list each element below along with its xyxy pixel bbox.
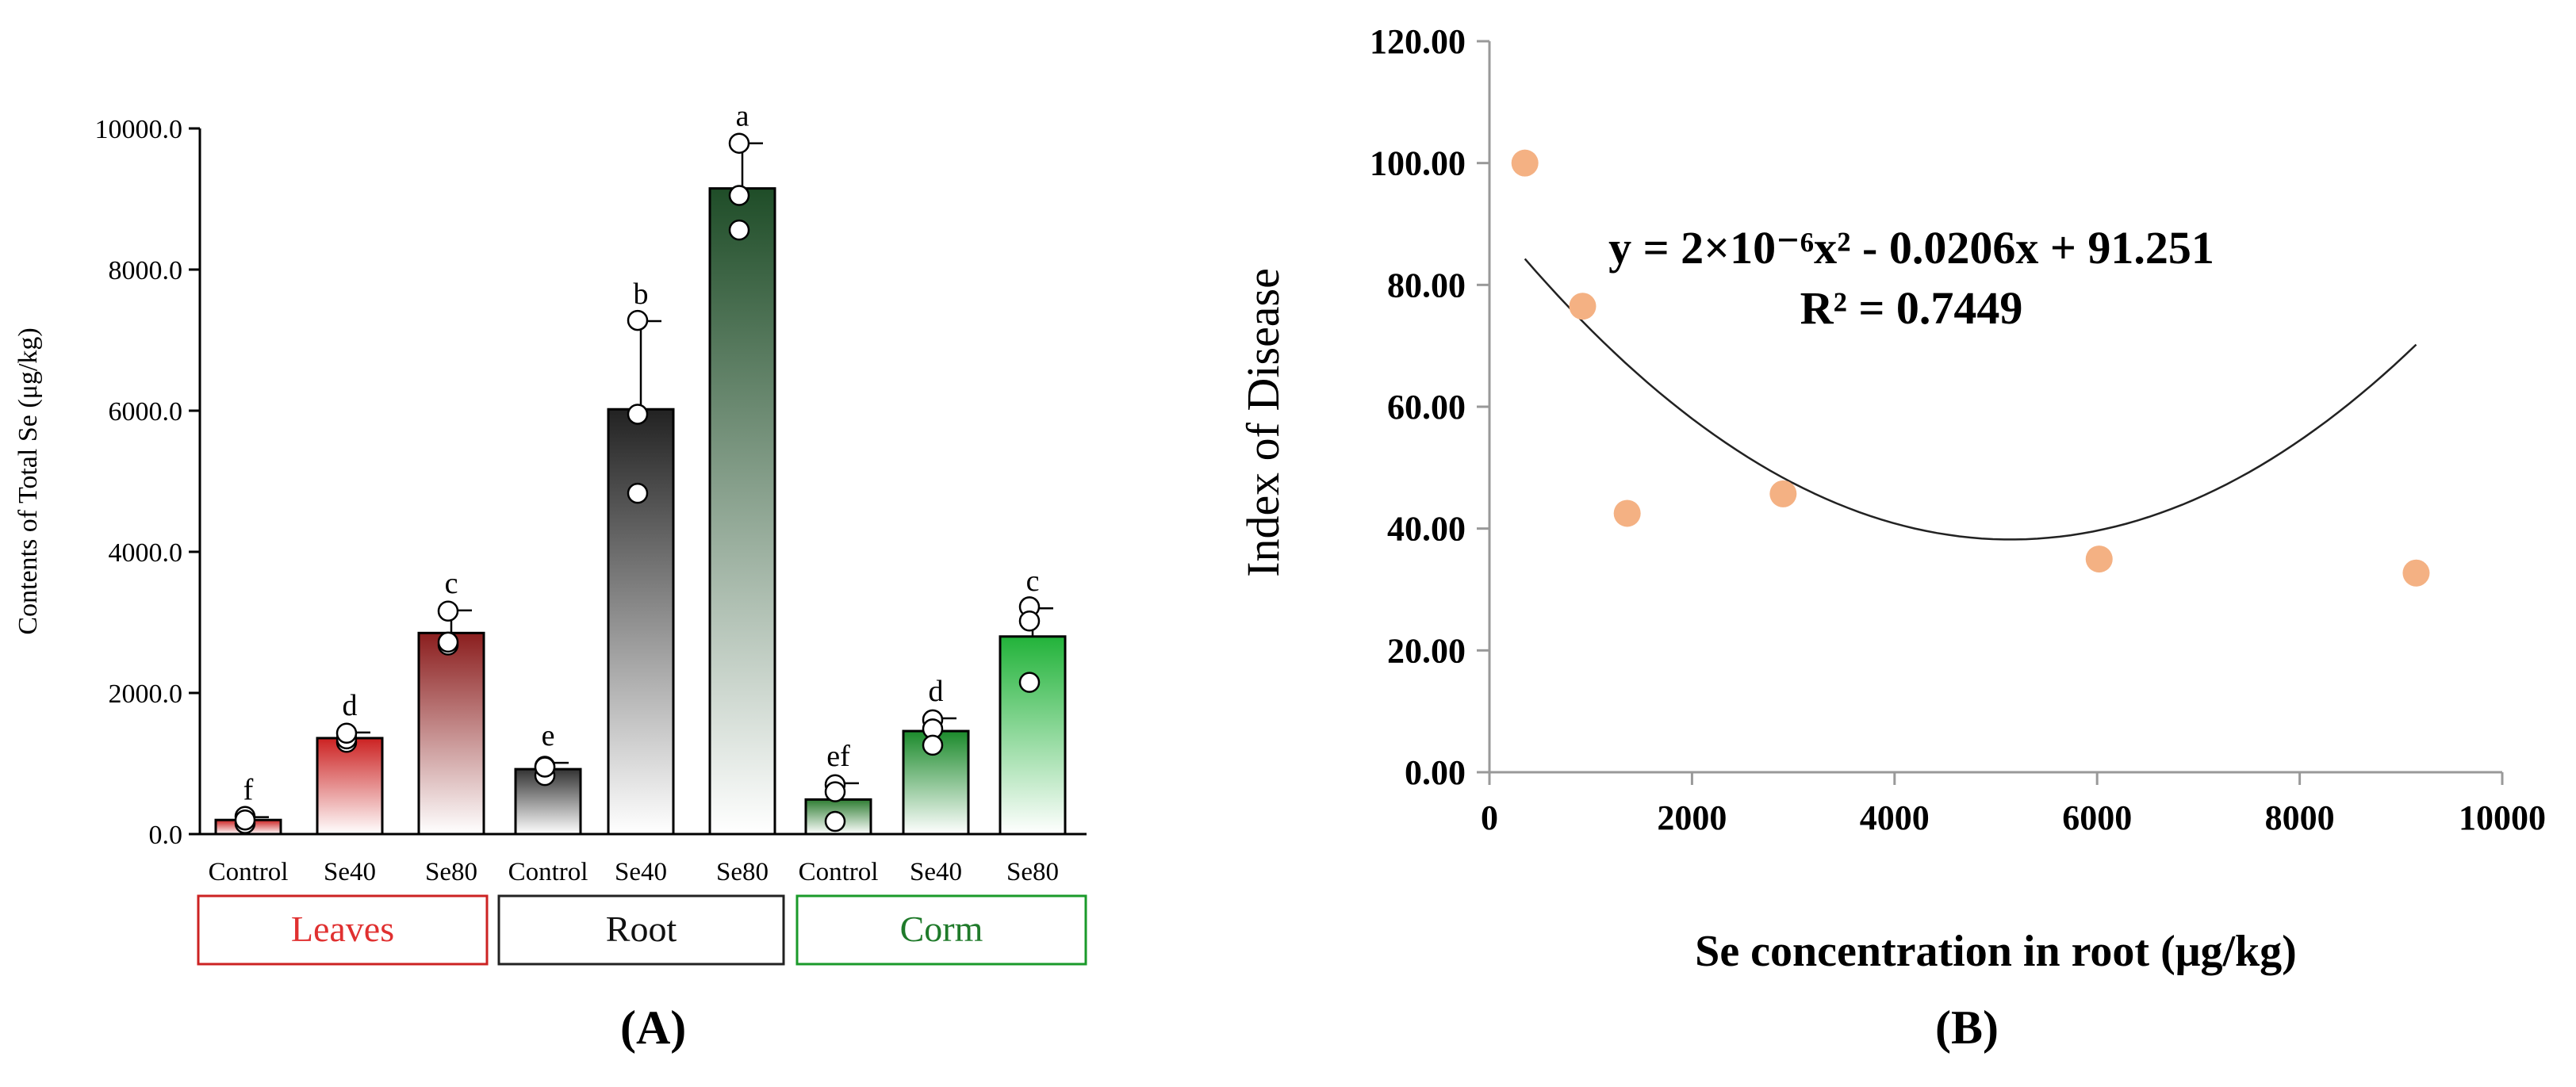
significance-letter: ef [826, 740, 850, 773]
bar [417, 631, 485, 836]
data-point [627, 404, 649, 425]
group-label: Leaves [291, 909, 394, 949]
group-box [497, 894, 785, 966]
y-tick-label: 10000.0 [95, 115, 183, 144]
data-point [1613, 499, 1641, 527]
x-tick-label: Control [799, 858, 879, 886]
y-axis-label: Contents of Total Se (μg/kg) [13, 327, 43, 634]
data-point [824, 810, 846, 832]
data-point [437, 631, 459, 653]
x-tick-label: Control [508, 858, 588, 886]
x-tick-label: Se80 [425, 858, 477, 886]
x-tick-label: Se80 [1006, 858, 1059, 886]
significance-letter: d [343, 689, 358, 722]
x-tick-label: 0 [1481, 798, 1498, 837]
y-tick-label: 40.00 [1387, 510, 1466, 549]
x-axis-label: Se concentration in root (μg/kg) [1695, 927, 2297, 976]
fit-curve [1524, 258, 2417, 541]
y-tick-label: 100.00 [1370, 144, 1466, 183]
y-tick-label: 80.00 [1387, 266, 1466, 304]
fit-r-squared: R² = 0.7449 [1800, 282, 2023, 334]
y-tick-label: 0.0 [149, 821, 183, 850]
data-point [1769, 480, 1797, 507]
x-tick-label: 2000 [1657, 798, 1727, 837]
data-point [627, 309, 649, 331]
x-tick-label: Se80 [716, 858, 769, 886]
group-box [197, 894, 489, 966]
y-tick-label: 0.00 [1405, 753, 1466, 792]
data-point [728, 185, 750, 206]
bar [999, 635, 1067, 836]
y-axis-label: Index of Disease [1237, 268, 1289, 577]
bar [316, 737, 384, 836]
data-point [2085, 545, 2113, 573]
data-point [627, 482, 649, 504]
x-tick-label: 6000 [2062, 798, 2132, 837]
x-tick-label: 4000 [1860, 798, 1930, 837]
data-point [534, 756, 556, 778]
group-label: Corm [900, 909, 983, 949]
y-tick-label: 20.00 [1387, 631, 1466, 670]
y-tick-label: 60.00 [1387, 388, 1466, 427]
significance-letter: e [542, 719, 555, 752]
data-point [1569, 293, 1597, 320]
bar-chart-panel-a: 0.0 2000.0 4000.0 6000.0 8000.0 10000.0 Conten… [13, 100, 1087, 966]
y-tick-label: 8000.0 [109, 256, 183, 285]
significance-letter: c [1026, 565, 1040, 598]
x-tick-label: 10000 [2459, 798, 2546, 837]
data-point [1018, 672, 1041, 693]
group-box [795, 894, 1087, 966]
data-point [234, 809, 256, 831]
data-point [824, 781, 846, 802]
group-label: Root [606, 909, 677, 949]
data-point [2402, 559, 2430, 587]
significance-letter: b [634, 277, 649, 311]
x-tick-label: Se40 [910, 858, 962, 886]
significance-letter: f [243, 774, 254, 807]
bar [607, 408, 675, 836]
data-point [1511, 149, 1539, 177]
x-tick-label: Control [209, 858, 289, 886]
y-tick-label: 120.00 [1370, 22, 1466, 61]
significance-letter: a [736, 100, 749, 133]
data-point [728, 132, 750, 154]
data-point [437, 600, 459, 622]
data-point [1018, 610, 1041, 632]
y-tick-label: 4000.0 [109, 538, 183, 568]
fit-equation: y = 2×10⁻⁶x² - 0.0206x + 91.251 [1608, 222, 2214, 274]
data-point [335, 722, 358, 744]
x-tick-label: 8000 [2265, 798, 2335, 837]
scatter-chart-panel-b: 0.00 20.00 40.00 60.00 80.00 100.00 120.00 0 200… [1237, 22, 2546, 976]
significance-letter: d [929, 675, 944, 708]
data-point [922, 734, 944, 756]
panel-label-b: (B) [1935, 1001, 1999, 1054]
significance-letter: c [445, 567, 458, 600]
panel-label-a: (A) [620, 1001, 687, 1054]
data-point [728, 219, 750, 241]
y-tick-label: 6000.0 [109, 397, 183, 427]
y-tick-label: 2000.0 [109, 679, 183, 709]
x-tick-label: Se40 [615, 858, 667, 886]
bar [708, 187, 776, 836]
x-tick-label: Se40 [324, 858, 376, 886]
